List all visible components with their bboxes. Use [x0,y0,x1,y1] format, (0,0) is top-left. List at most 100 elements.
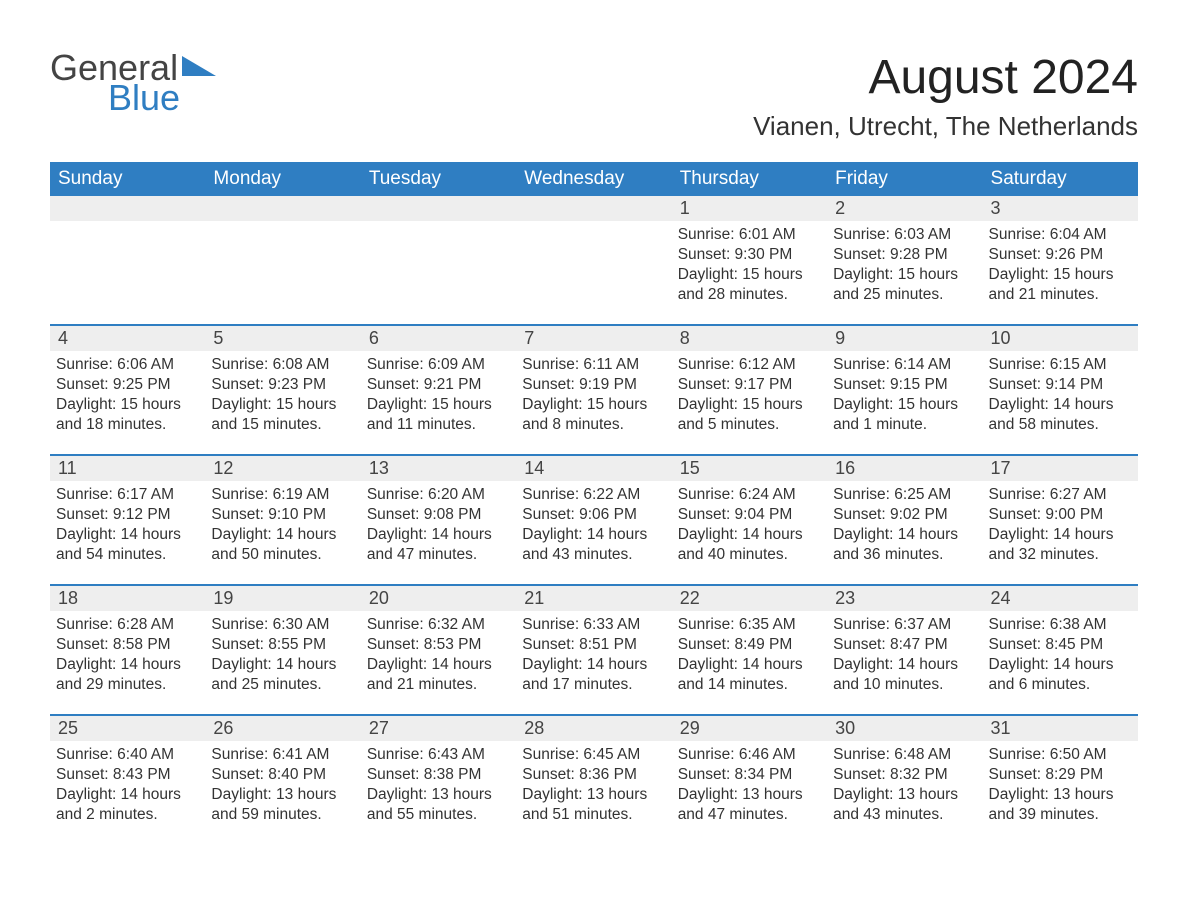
day-number: 1 [672,196,827,221]
day-number: 4 [50,326,205,351]
day-7: 7Sunrise: 6:11 AMSunset: 9:19 PMDaylight… [516,326,671,454]
day-number: 21 [516,586,671,611]
weeks-container: 1Sunrise: 6:01 AMSunset: 9:30 PMDaylight… [50,196,1138,844]
day-number: 31 [983,716,1138,741]
day-27: 27Sunrise: 6:43 AMSunset: 8:38 PMDayligh… [361,716,516,844]
day-number: 23 [827,586,982,611]
day-details: Sunrise: 6:43 AMSunset: 8:38 PMDaylight:… [361,741,516,834]
day-number: 20 [361,586,516,611]
location: Vianen, Utrecht, The Netherlands [753,111,1138,142]
day-number: 14 [516,456,671,481]
day-14: 14Sunrise: 6:22 AMSunset: 9:06 PMDayligh… [516,456,671,584]
day-23: 23Sunrise: 6:37 AMSunset: 8:47 PMDayligh… [827,586,982,714]
day-number: 22 [672,586,827,611]
day-number: 9 [827,326,982,351]
day-details: Sunrise: 6:04 AMSunset: 9:26 PMDaylight:… [983,221,1138,314]
day-26: 26Sunrise: 6:41 AMSunset: 8:40 PMDayligh… [205,716,360,844]
day-details: Sunrise: 6:03 AMSunset: 9:28 PMDaylight:… [827,221,982,314]
day-number: 15 [672,456,827,481]
weekday-wednesday: Wednesday [516,162,671,196]
day-empty [50,196,205,324]
day-19: 19Sunrise: 6:30 AMSunset: 8:55 PMDayligh… [205,586,360,714]
day-details: Sunrise: 6:24 AMSunset: 9:04 PMDaylight:… [672,481,827,574]
day-13: 13Sunrise: 6:20 AMSunset: 9:08 PMDayligh… [361,456,516,584]
day-details: Sunrise: 6:17 AMSunset: 9:12 PMDaylight:… [50,481,205,574]
day-empty [205,196,360,324]
day-details: Sunrise: 6:35 AMSunset: 8:49 PMDaylight:… [672,611,827,704]
day-details: Sunrise: 6:32 AMSunset: 8:53 PMDaylight:… [361,611,516,704]
day-22: 22Sunrise: 6:35 AMSunset: 8:49 PMDayligh… [672,586,827,714]
day-number: 26 [205,716,360,741]
logo: General Blue [50,50,216,116]
day-number: 17 [983,456,1138,481]
day-2: 2Sunrise: 6:03 AMSunset: 9:28 PMDaylight… [827,196,982,324]
weekday-thursday: Thursday [672,162,827,196]
day-number: 7 [516,326,671,351]
day-number: 30 [827,716,982,741]
day-details: Sunrise: 6:19 AMSunset: 9:10 PMDaylight:… [205,481,360,574]
day-number: 8 [672,326,827,351]
day-details: Sunrise: 6:08 AMSunset: 9:23 PMDaylight:… [205,351,360,444]
day-29: 29Sunrise: 6:46 AMSunset: 8:34 PMDayligh… [672,716,827,844]
day-21: 21Sunrise: 6:33 AMSunset: 8:51 PMDayligh… [516,586,671,714]
day-empty [361,196,516,324]
day-11: 11Sunrise: 6:17 AMSunset: 9:12 PMDayligh… [50,456,205,584]
day-details: Sunrise: 6:40 AMSunset: 8:43 PMDaylight:… [50,741,205,834]
week-row: 11Sunrise: 6:17 AMSunset: 9:12 PMDayligh… [50,454,1138,584]
week-row: 18Sunrise: 6:28 AMSunset: 8:58 PMDayligh… [50,584,1138,714]
day-details: Sunrise: 6:48 AMSunset: 8:32 PMDaylight:… [827,741,982,834]
week-row: 4Sunrise: 6:06 AMSunset: 9:25 PMDaylight… [50,324,1138,454]
weekday-sunday: Sunday [50,162,205,196]
day-details: Sunrise: 6:11 AMSunset: 9:19 PMDaylight:… [516,351,671,444]
day-10: 10Sunrise: 6:15 AMSunset: 9:14 PMDayligh… [983,326,1138,454]
day-16: 16Sunrise: 6:25 AMSunset: 9:02 PMDayligh… [827,456,982,584]
day-number: 5 [205,326,360,351]
logo-word2: Blue [108,80,216,116]
day-number [516,196,671,221]
day-details: Sunrise: 6:09 AMSunset: 9:21 PMDaylight:… [361,351,516,444]
day-28: 28Sunrise: 6:45 AMSunset: 8:36 PMDayligh… [516,716,671,844]
day-number: 24 [983,586,1138,611]
day-details: Sunrise: 6:06 AMSunset: 9:25 PMDaylight:… [50,351,205,444]
day-6: 6Sunrise: 6:09 AMSunset: 9:21 PMDaylight… [361,326,516,454]
day-details: Sunrise: 6:33 AMSunset: 8:51 PMDaylight:… [516,611,671,704]
day-details: Sunrise: 6:14 AMSunset: 9:15 PMDaylight:… [827,351,982,444]
day-1: 1Sunrise: 6:01 AMSunset: 9:30 PMDaylight… [672,196,827,324]
day-12: 12Sunrise: 6:19 AMSunset: 9:10 PMDayligh… [205,456,360,584]
weekday-friday: Friday [827,162,982,196]
day-number: 18 [50,586,205,611]
month-title: August 2024 [753,50,1138,105]
week-row: 25Sunrise: 6:40 AMSunset: 8:43 PMDayligh… [50,714,1138,844]
day-number: 3 [983,196,1138,221]
calendar: SundayMondayTuesdayWednesdayThursdayFrid… [50,162,1138,844]
day-details: Sunrise: 6:01 AMSunset: 9:30 PMDaylight:… [672,221,827,314]
day-details: Sunrise: 6:28 AMSunset: 8:58 PMDaylight:… [50,611,205,704]
day-number: 2 [827,196,982,221]
day-number: 10 [983,326,1138,351]
day-number: 12 [205,456,360,481]
day-details: Sunrise: 6:41 AMSunset: 8:40 PMDaylight:… [205,741,360,834]
day-details: Sunrise: 6:37 AMSunset: 8:47 PMDaylight:… [827,611,982,704]
day-number [50,196,205,221]
day-20: 20Sunrise: 6:32 AMSunset: 8:53 PMDayligh… [361,586,516,714]
day-3: 3Sunrise: 6:04 AMSunset: 9:26 PMDaylight… [983,196,1138,324]
day-details: Sunrise: 6:22 AMSunset: 9:06 PMDaylight:… [516,481,671,574]
day-details: Sunrise: 6:30 AMSunset: 8:55 PMDaylight:… [205,611,360,704]
day-details: Sunrise: 6:50 AMSunset: 8:29 PMDaylight:… [983,741,1138,834]
day-5: 5Sunrise: 6:08 AMSunset: 9:23 PMDaylight… [205,326,360,454]
day-17: 17Sunrise: 6:27 AMSunset: 9:00 PMDayligh… [983,456,1138,584]
day-details: Sunrise: 6:38 AMSunset: 8:45 PMDaylight:… [983,611,1138,704]
day-number [205,196,360,221]
day-number: 6 [361,326,516,351]
weekday-tuesday: Tuesday [361,162,516,196]
day-empty [516,196,671,324]
header: General Blue August 2024 Vianen, Utrecht… [50,50,1138,142]
weekday-saturday: Saturday [983,162,1138,196]
day-number: 11 [50,456,205,481]
day-number: 28 [516,716,671,741]
day-number: 25 [50,716,205,741]
day-details: Sunrise: 6:27 AMSunset: 9:00 PMDaylight:… [983,481,1138,574]
day-number: 13 [361,456,516,481]
day-30: 30Sunrise: 6:48 AMSunset: 8:32 PMDayligh… [827,716,982,844]
logo-triangle-icon [182,56,216,80]
